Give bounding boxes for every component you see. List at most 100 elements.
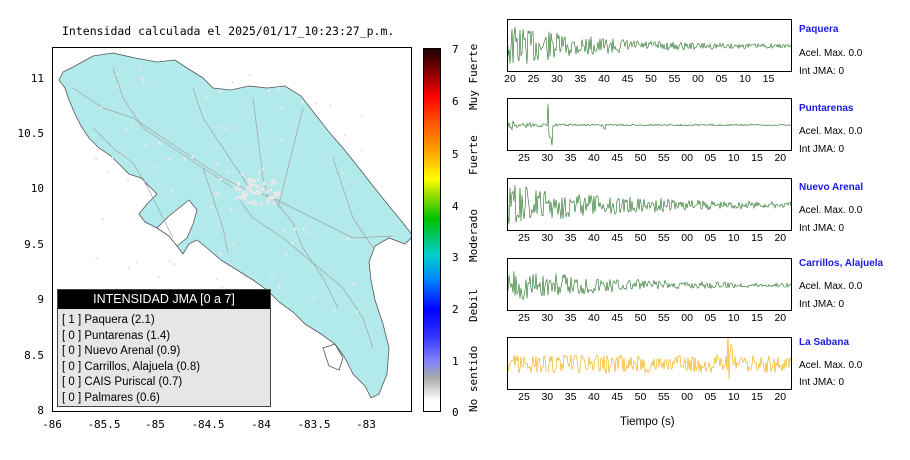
waveform-xtick: 25 — [518, 152, 530, 164]
station-name: Paquera — [799, 24, 839, 35]
waveform-xtick: 10 — [727, 152, 740, 164]
colorbar-tick: 5 — [452, 148, 459, 161]
station-int: Int JMA: 0 — [799, 66, 845, 77]
intensity-legend: INTENSIDAD JMA [0 a 7] [ 1 ] Paquera (2.… — [57, 289, 271, 407]
map-ytick: 11 — [30, 72, 44, 85]
waveform-xtick: 45 — [621, 73, 634, 85]
waveform-xtick: 30 — [541, 391, 554, 403]
waveform-trace — [508, 338, 791, 380]
colorbar-tick: 3 — [452, 251, 459, 264]
map-xtick: -85.5 — [87, 418, 121, 431]
station-acel: Acel. Max. 0.0 — [799, 48, 863, 59]
colorbar-category: Muy Fuerte — [467, 43, 480, 110]
map-ytick: 8.5 — [24, 349, 44, 362]
waveform-xtick: 35 — [564, 232, 577, 244]
station-int: Int JMA: 0 — [799, 377, 845, 388]
map-ytick: 10.5 — [17, 127, 45, 140]
waveform-xtick: 00 — [692, 73, 704, 85]
waveform-xtick: 40 — [588, 312, 600, 324]
station-int: Int JMA: 0 — [799, 144, 845, 155]
waveform-xtick: 10 — [727, 391, 740, 403]
intensity-colorbar — [423, 48, 441, 412]
waveform-xtick: 20 — [774, 232, 787, 244]
map-ytick: 8 — [37, 404, 44, 417]
waveform-panel-la-sabana[interactable] — [507, 337, 792, 390]
waveform-panel-paquera[interactable] — [507, 19, 792, 72]
waveform-line — [508, 338, 791, 380]
waveform-xtick: 15 — [762, 73, 775, 85]
waveform-panel-nuevo-arenal[interactable] — [507, 178, 792, 231]
waveform-xtick: 30 — [541, 232, 554, 244]
map-canvas — [58, 52, 411, 399]
waveform-xtick: 55 — [657, 152, 670, 164]
waveform-xtick: 30 — [541, 152, 554, 164]
map-xtick: -86 — [42, 418, 62, 431]
time-axis-label: Tiempo (s) — [620, 416, 675, 428]
waveform-line — [508, 271, 791, 301]
waveform-xtick: 15 — [751, 312, 763, 324]
waveform-line — [508, 185, 791, 225]
map-xtick: -83 — [356, 418, 376, 431]
waveform-xtick: 35 — [564, 152, 577, 164]
waveform-xtick: 50 — [645, 73, 657, 85]
waveform-xtick: 05 — [704, 152, 717, 164]
waveform-xtick: 55 — [657, 232, 670, 244]
map-xtick: -85 — [145, 418, 165, 431]
waveform-panel-carrillos[interactable] — [507, 258, 792, 311]
waveform-xtick: 25 — [518, 232, 530, 244]
waveform-xtick: 45 — [611, 391, 624, 403]
colorbar-tick: 7 — [452, 43, 459, 56]
waveform-xtick: 00 — [681, 152, 693, 164]
waveform-xtick: 55 — [668, 73, 681, 85]
map-ytick: 10 — [30, 182, 44, 195]
legend-row: [ 0 ] Palmares (0.6) — [62, 391, 160, 404]
legend-row: [ 0 ] Nuevo Arenal (0.9) — [62, 345, 181, 357]
nicoya-gulf — [156, 199, 198, 247]
station-acel: Acel. Max. 0.0 — [799, 281, 863, 292]
waveform-xtick: 50 — [634, 391, 647, 403]
waveform-xtick: 40 — [588, 232, 600, 244]
waveform-xtick: 35 — [564, 312, 577, 324]
colorbar-category: Moderado — [467, 209, 480, 262]
waveform-xtick: 15 — [751, 152, 763, 164]
station-name: La Sabana — [799, 337, 850, 348]
waveform-xtick: 40 — [588, 391, 600, 403]
waveform-xtick: 50 — [634, 232, 647, 244]
waveform-xtick: 15 — [751, 391, 763, 403]
waveform-xtick: 05 — [704, 312, 717, 324]
waveform-xtick: 05 — [704, 391, 717, 403]
colorbar-tick: 4 — [452, 200, 459, 213]
legend-row: [ 0 ] Puntarenas (1.4) — [62, 329, 171, 342]
waveform-trace — [508, 26, 791, 64]
waveform-xtick: 55 — [657, 391, 670, 403]
map-title: Intensidad calculada el 2025/01/17_10:23… — [62, 24, 395, 38]
waveform-xtick: 00 — [681, 232, 693, 244]
waveform-xtick: 05 — [715, 73, 728, 85]
colorbar-tick: 0 — [452, 406, 459, 419]
waveform-panel-puntarenas[interactable] — [507, 98, 792, 151]
waveform-xtick: 40 — [588, 152, 600, 164]
station-name: Puntarenas — [799, 103, 854, 114]
osa-bay — [322, 343, 344, 371]
colorbar-tick: 2 — [452, 303, 459, 316]
colorbar-tick: 1 — [452, 355, 459, 368]
waveform-line — [508, 103, 791, 146]
waveform-xtick: 50 — [634, 312, 647, 324]
waveform-xtick: 25 — [527, 73, 540, 85]
waveform-xtick: 15 — [751, 232, 763, 244]
waveform-xtick: 35 — [564, 391, 577, 403]
waveform-xtick: 30 — [551, 73, 563, 85]
costa-rica-land — [58, 52, 411, 399]
waveform-trace — [508, 103, 791, 146]
station-acel: Acel. Max. 0.0 — [799, 360, 863, 371]
waveform-trace — [508, 271, 791, 301]
colorbar-category: No sentido — [467, 345, 480, 412]
waveform-xtick: 55 — [657, 312, 670, 324]
waveform-xtick: 20 — [774, 312, 787, 324]
waveform-xtick: 50 — [634, 152, 647, 164]
station-int: Int JMA: 0 — [799, 299, 845, 310]
legend-title: INTENSIDAD JMA [0 a 7] — [58, 290, 270, 309]
legend-row: [ 0 ] Carrillos, Alajuela (0.8) — [62, 360, 201, 373]
waveform-xtick: 40 — [598, 73, 610, 85]
waveform-xtick: 20 — [774, 391, 787, 403]
